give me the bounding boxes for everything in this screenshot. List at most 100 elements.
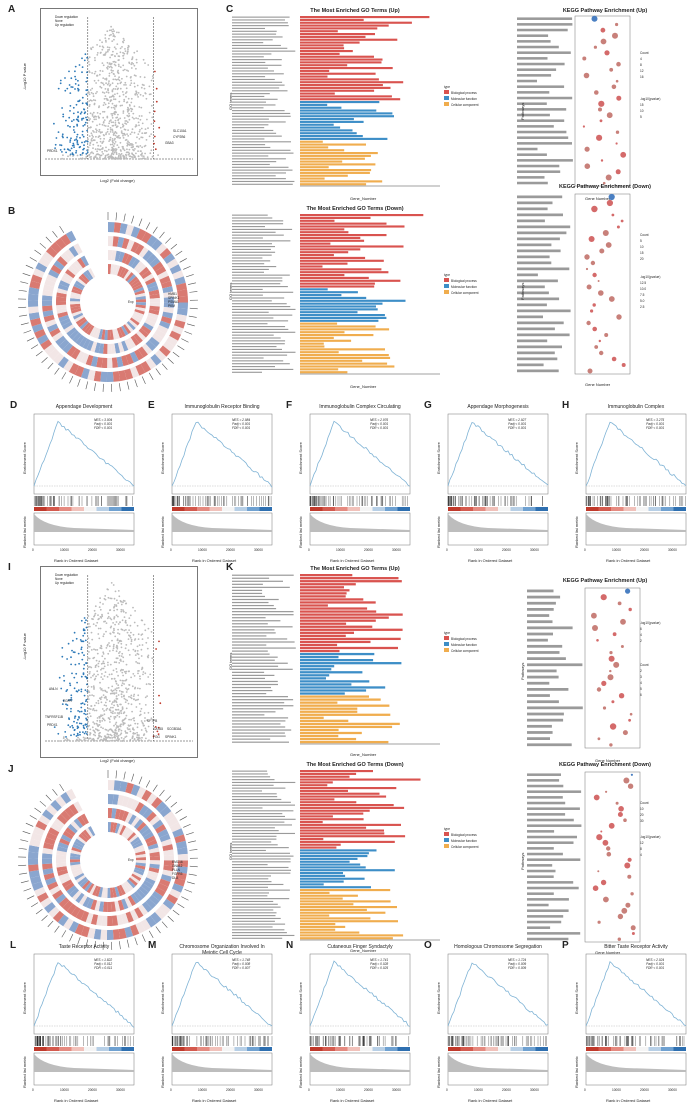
data-point <box>61 655 64 658</box>
data-point <box>118 55 121 58</box>
go-term-label <box>232 121 286 123</box>
data-point <box>112 622 114 624</box>
pathway-label <box>517 345 562 349</box>
data-point <box>135 61 138 64</box>
data-point <box>132 673 135 675</box>
heatmap-cell <box>135 857 146 861</box>
heatmap-cell <box>112 371 121 382</box>
go-term-label <box>232 798 282 801</box>
data-point <box>138 644 141 646</box>
go-term-label <box>232 297 285 299</box>
x-tick: 0 <box>32 548 34 552</box>
rank-color-bar <box>172 507 185 511</box>
heatmap-cell <box>163 296 174 303</box>
gene-tick <box>20 839 29 842</box>
pathway-label <box>517 213 563 217</box>
data-point <box>114 131 117 133</box>
data-point <box>62 154 64 157</box>
go-term-label <box>232 243 272 245</box>
panel-label: G <box>424 400 432 411</box>
data-point <box>101 708 104 710</box>
heatmap-cell <box>135 299 146 303</box>
heatmap-cell <box>42 809 54 821</box>
es-ylabel: Enrichment Score <box>298 982 303 1014</box>
pathway-label <box>527 614 550 617</box>
pathway-label <box>527 626 573 630</box>
go-bar <box>300 809 370 812</box>
data-point <box>118 59 120 61</box>
ranked-metric-area <box>172 514 272 532</box>
data-point <box>103 737 105 740</box>
heatmap-cell <box>112 264 118 275</box>
data-point <box>126 143 129 146</box>
data-point <box>87 685 90 688</box>
go-term-label <box>232 95 265 98</box>
data-point <box>95 135 97 138</box>
data-point <box>81 71 83 74</box>
data-point <box>61 133 64 136</box>
go-term-label <box>232 844 278 846</box>
data-point <box>126 148 128 151</box>
data-point <box>83 112 86 115</box>
data-point <box>123 629 126 632</box>
data-point <box>92 695 95 697</box>
gene-tick <box>23 888 32 892</box>
rank-color-bar <box>385 507 398 511</box>
go-term-label <box>232 776 271 778</box>
data-point <box>93 115 96 118</box>
data-point <box>80 722 83 725</box>
data-point <box>87 716 89 719</box>
gsea-xlabel: Rank in Ordered Dataset <box>468 558 513 563</box>
heatmap-cell <box>56 862 67 868</box>
gsea-stats: NES = 3.275 Padj < 0.001 FDR < 0.001 <box>646 418 665 430</box>
pathway-label <box>517 267 570 271</box>
pathway-dot <box>627 874 632 879</box>
data-point <box>133 675 136 677</box>
pathway-label <box>527 595 561 599</box>
go-term-label <box>232 257 263 259</box>
data-point <box>119 51 122 54</box>
go-legend: type Biological process Molecular functi… <box>444 272 478 296</box>
go-bar <box>300 652 375 656</box>
data-point <box>97 702 100 705</box>
go-bar <box>300 838 324 841</box>
data-point <box>117 674 119 677</box>
data-point <box>107 91 110 94</box>
go-term-label <box>232 680 278 683</box>
heatmap-cell <box>169 330 181 341</box>
heatmap-cell <box>117 824 124 835</box>
enrichment-curve <box>33 420 135 487</box>
heatmap-cell <box>72 285 83 293</box>
data-point <box>111 739 114 742</box>
data-point <box>104 78 106 80</box>
data-point <box>84 709 86 711</box>
go-bar <box>300 169 372 172</box>
go-term-label <box>232 915 276 917</box>
data-point <box>83 727 86 730</box>
data-point <box>140 668 143 671</box>
go-bar <box>300 874 346 877</box>
heatmap-cell <box>42 289 53 297</box>
data-point <box>102 635 105 638</box>
pathway-dot <box>628 718 631 722</box>
go-term-label <box>232 614 294 616</box>
heatmap-cell <box>145 915 157 928</box>
data-point <box>115 657 118 660</box>
go-term-label <box>232 346 277 348</box>
data-point <box>85 80 88 83</box>
data-point <box>119 669 122 672</box>
pathway-label <box>517 243 552 247</box>
data-point <box>92 99 95 101</box>
data-point <box>113 132 116 135</box>
pathway-dot <box>608 193 615 201</box>
data-point <box>99 131 102 133</box>
data-point <box>115 621 118 623</box>
data-point <box>114 716 117 718</box>
heatmap-cell <box>121 252 129 264</box>
data-point <box>131 116 134 119</box>
data-point <box>84 723 87 726</box>
gene-tick <box>18 847 27 850</box>
data-point <box>66 658 68 660</box>
gsea-stats: NES = 1.741 Padj = 0.028 FDR = 0.025 <box>370 958 389 970</box>
data-point <box>125 91 128 93</box>
